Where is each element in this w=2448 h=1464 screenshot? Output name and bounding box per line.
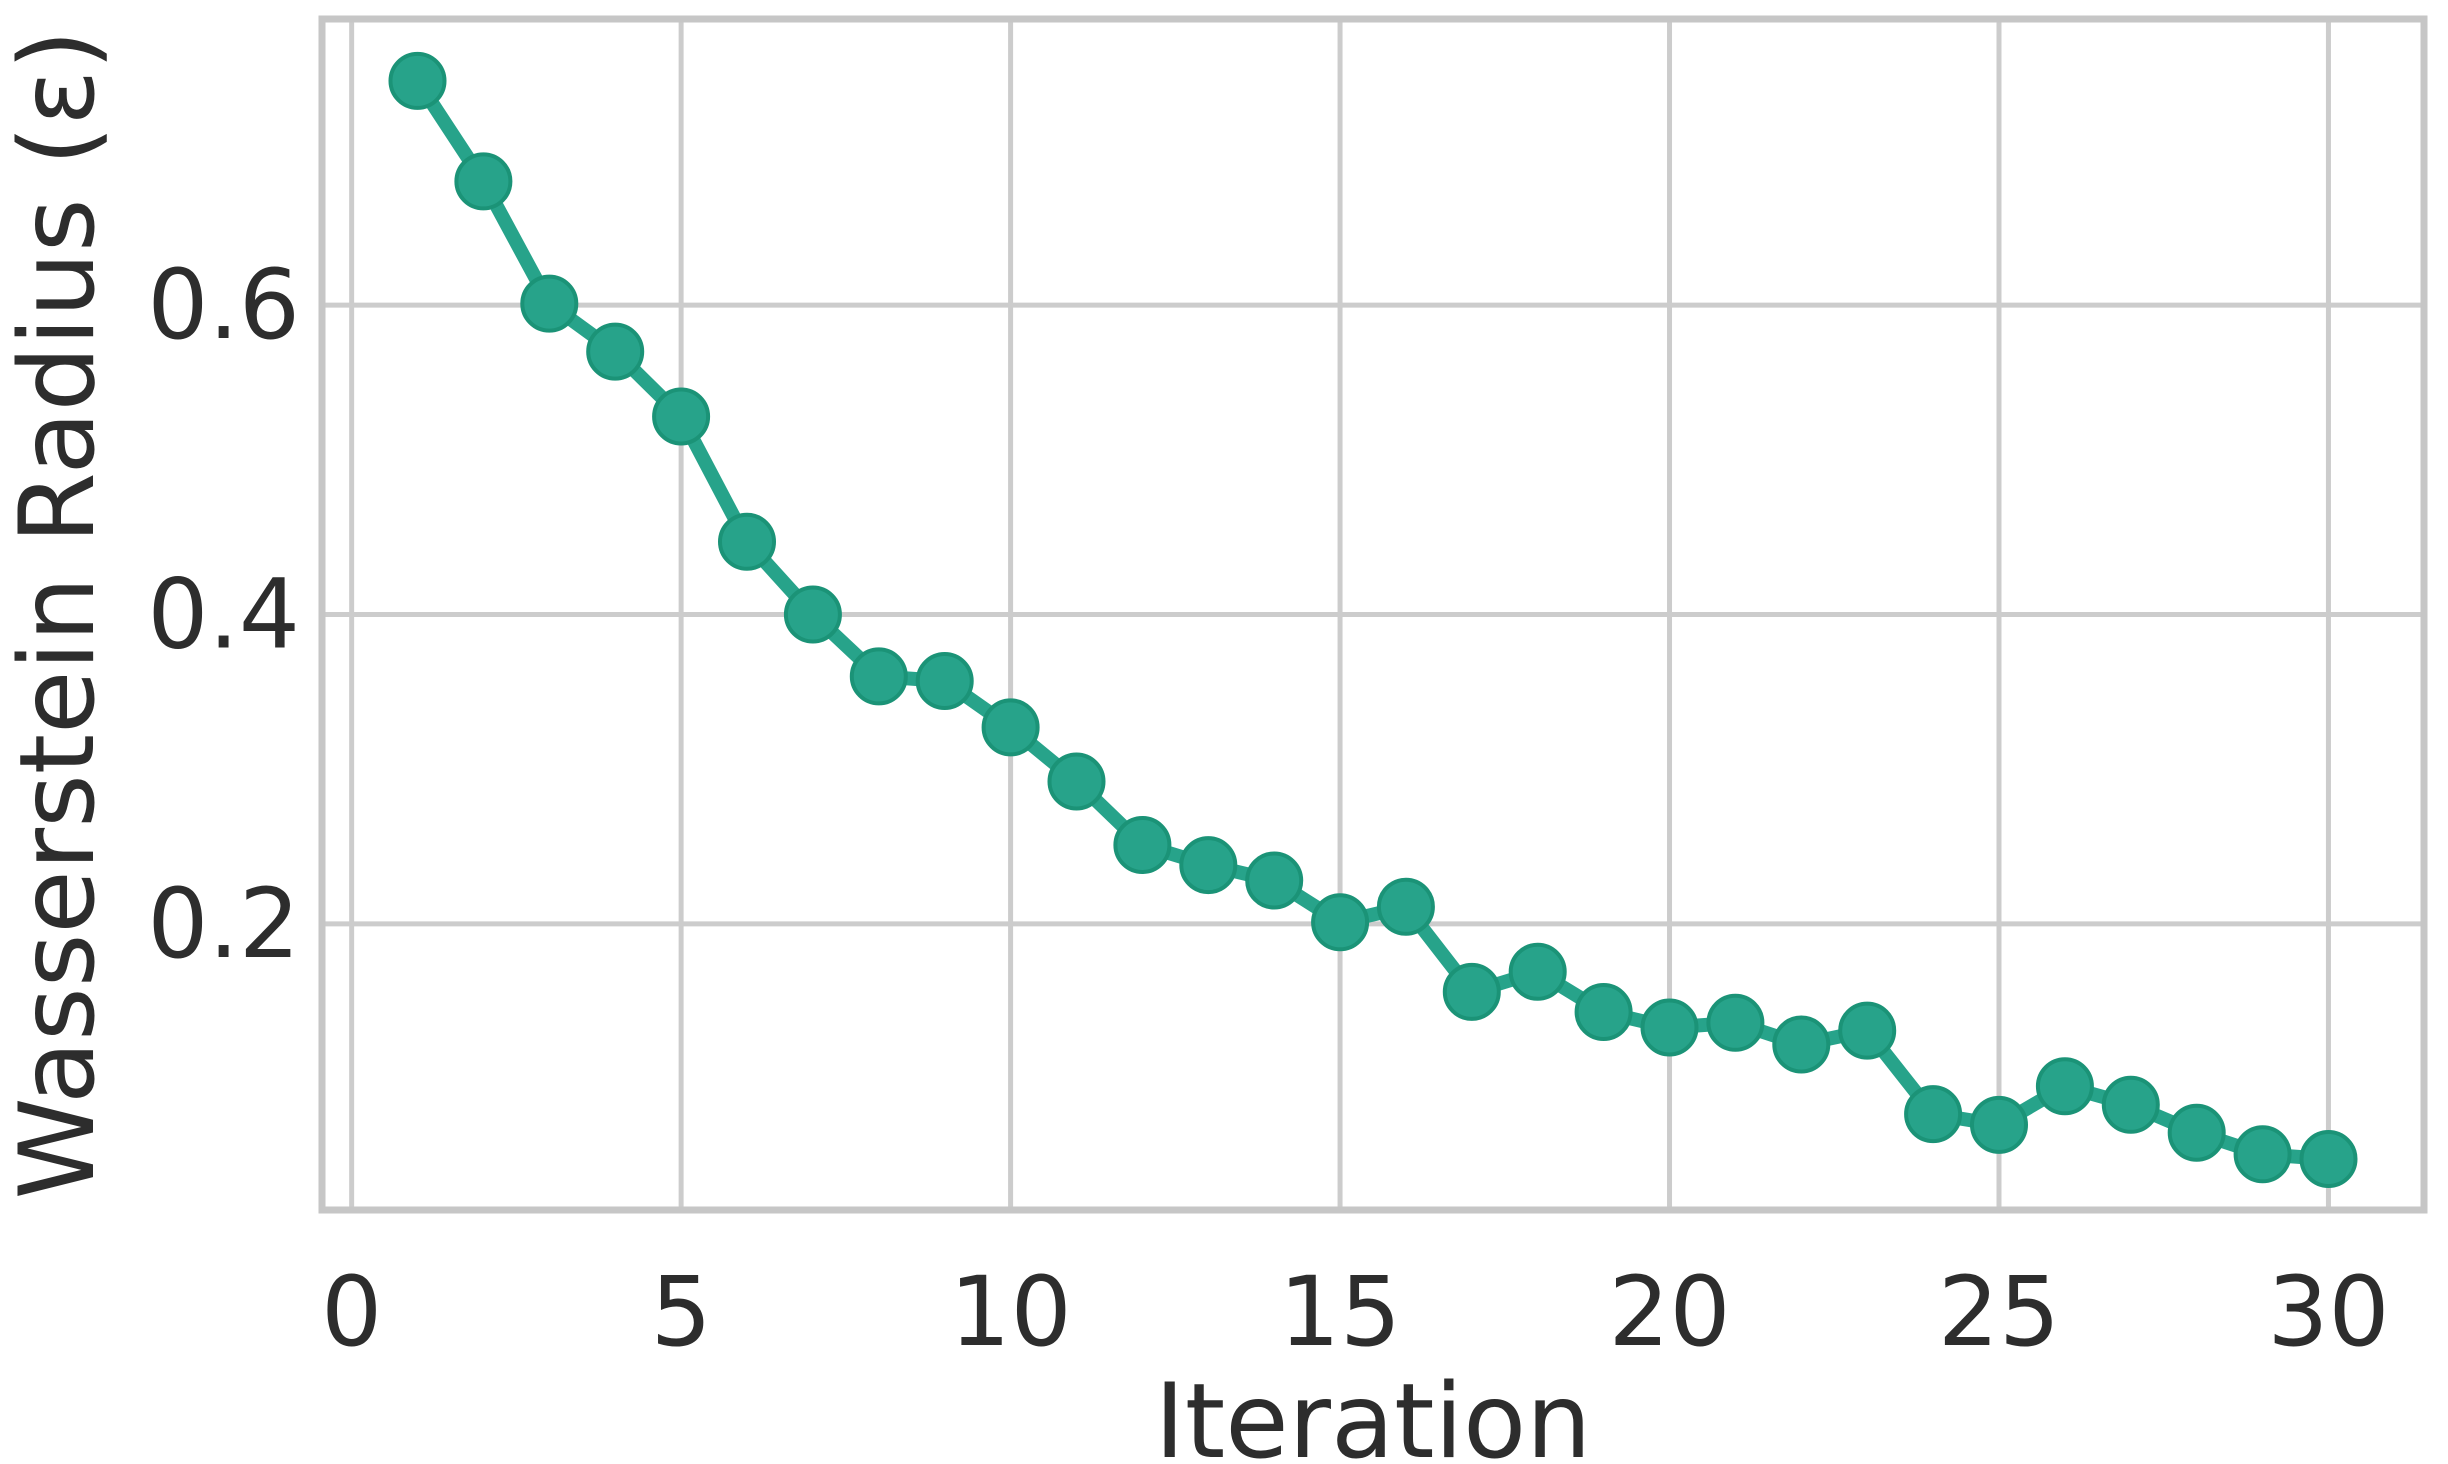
x-tick-label: 0 bbox=[321, 1256, 382, 1368]
x-tick-label: 30 bbox=[2267, 1256, 2389, 1368]
data-point-marker bbox=[981, 698, 1040, 757]
data-point-marker bbox=[718, 512, 776, 571]
data-point-marker bbox=[586, 322, 645, 381]
data-point-marker bbox=[2035, 1057, 2094, 1116]
x-axis-label: Iteration bbox=[1155, 1362, 1592, 1464]
data-point-marker bbox=[1640, 998, 1699, 1057]
data-point-marker bbox=[1311, 893, 1370, 952]
y-tick-label: 0.6 bbox=[147, 249, 300, 361]
data-point-marker bbox=[1838, 1001, 1897, 1060]
data-point-marker bbox=[2101, 1075, 2160, 1134]
data-point-marker bbox=[1047, 752, 1106, 811]
data-point-marker bbox=[1574, 983, 1633, 1041]
data-point-marker bbox=[1113, 816, 1172, 874]
x-tick-label: 10 bbox=[950, 1256, 1072, 1368]
data-point-marker bbox=[1508, 942, 1567, 1001]
data-point-marker bbox=[849, 647, 908, 706]
data-point-marker bbox=[1772, 1015, 1831, 1074]
data-point-marker bbox=[1970, 1095, 2028, 1154]
data-point-marker bbox=[520, 274, 579, 333]
data-point-marker bbox=[1442, 962, 1501, 1021]
data-point-marker bbox=[1904, 1085, 1963, 1144]
series-markers bbox=[388, 51, 2358, 1188]
plot-border bbox=[318, 15, 2428, 1214]
data-point-marker bbox=[1706, 993, 1765, 1052]
data-point-marker bbox=[1179, 836, 1238, 895]
data-point-marker bbox=[1376, 877, 1435, 936]
x-tick-label: 15 bbox=[1279, 1256, 1401, 1368]
data-point-marker bbox=[652, 387, 711, 446]
data-point-marker bbox=[2233, 1125, 2292, 1184]
data-point-marker bbox=[783, 585, 842, 644]
x-tick-label: 5 bbox=[651, 1256, 712, 1368]
y-tick-label: 0.4 bbox=[147, 559, 300, 671]
y-axis-label: Wasserstein Radius (ε) bbox=[0, 30, 118, 1200]
data-point-marker bbox=[2167, 1103, 2226, 1162]
data-point-marker bbox=[2299, 1130, 2358, 1188]
data-point-marker bbox=[1245, 851, 1304, 910]
gridlines bbox=[322, 19, 2424, 1210]
data-point-marker bbox=[388, 51, 447, 110]
x-tick-label: 20 bbox=[1608, 1256, 1730, 1368]
x-tick-label: 25 bbox=[1938, 1256, 2060, 1368]
y-tick-label: 0.2 bbox=[147, 868, 300, 980]
data-point-marker bbox=[915, 652, 974, 710]
data-point-marker bbox=[454, 152, 513, 211]
